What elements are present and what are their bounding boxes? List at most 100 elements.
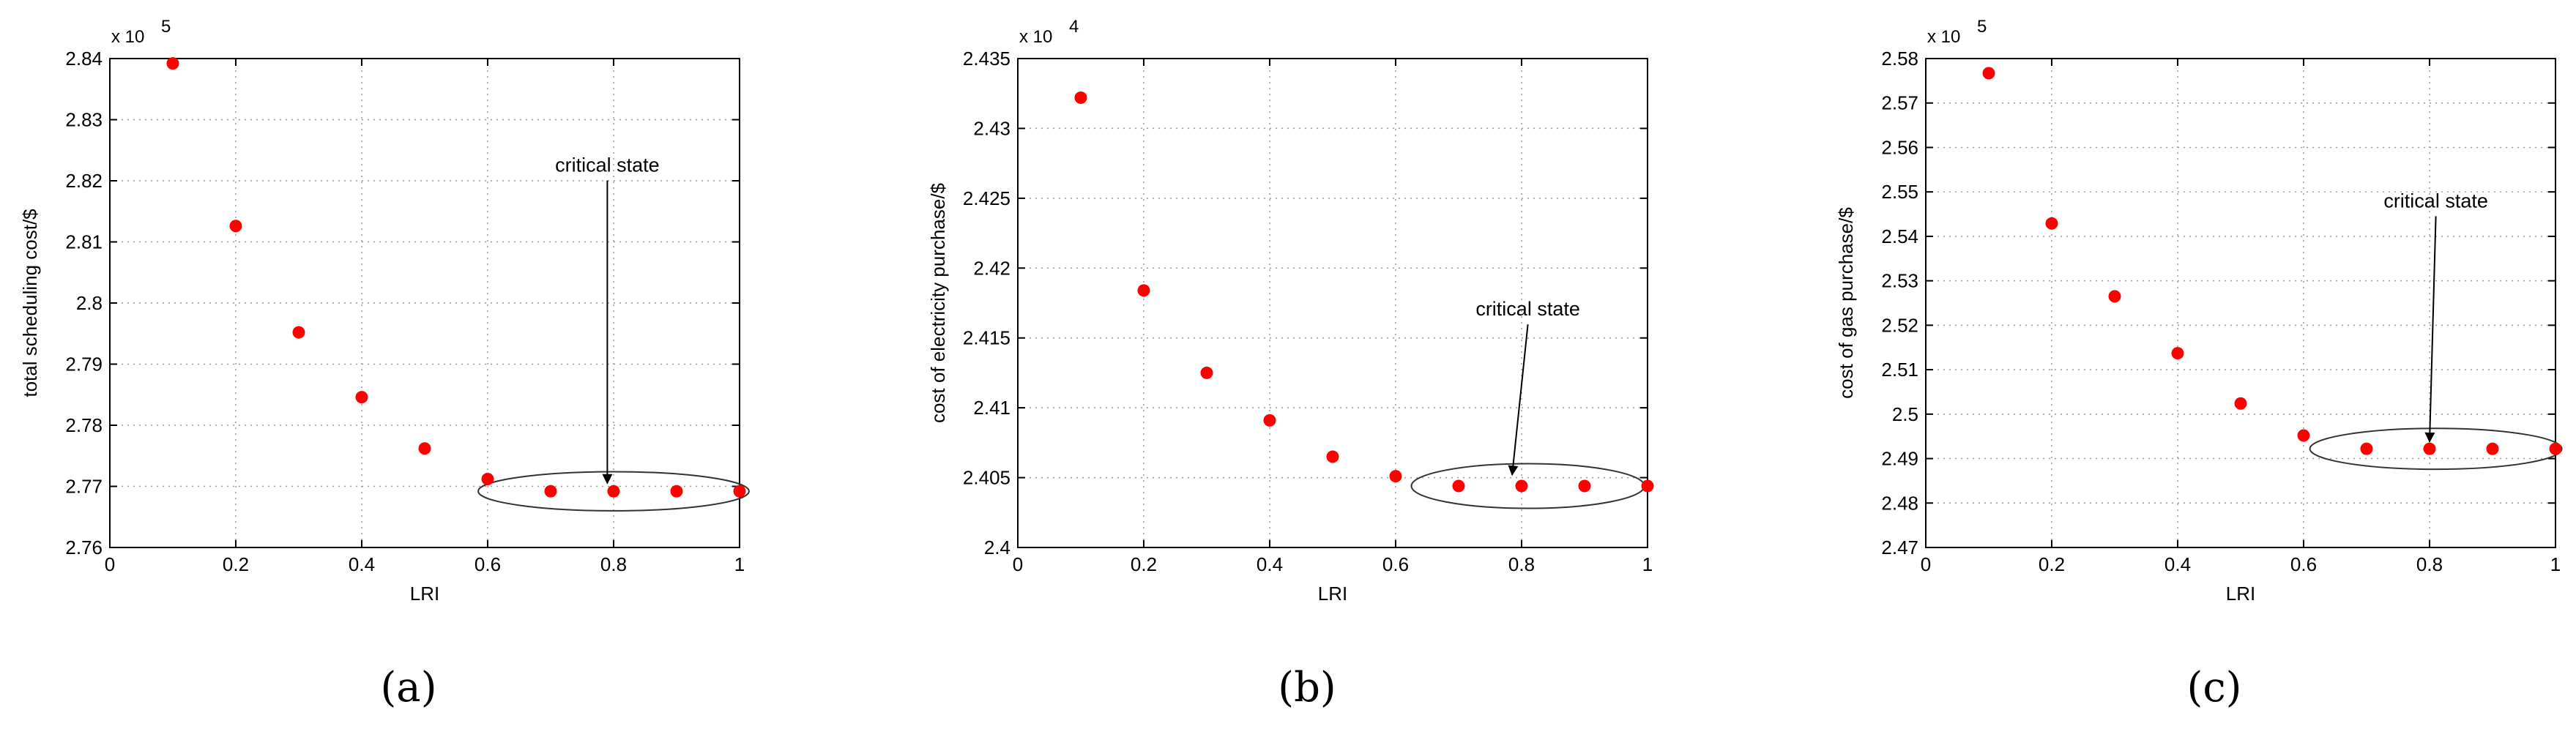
x-tick-label-c-3: 0.6 <box>2290 553 2317 575</box>
data-point-b-8 <box>1578 479 1591 493</box>
y-tick-label-b-2: 2.41 <box>973 397 1010 419</box>
y-tick-label-a-3: 2.79 <box>65 354 103 375</box>
data-point-c-5 <box>2297 429 2310 442</box>
plot-a: 0 0.2 0.4 0.6 0.8 1 2.76 2.77 2.78 2.79 2.8 2.81 2.8… <box>19 17 750 605</box>
data-point-b-9 <box>1641 479 1654 493</box>
x-tick-label-a-3: 0.6 <box>474 553 501 575</box>
y-tick-label-a-7: 2.83 <box>65 109 103 131</box>
y-tick-label-b-6: 2.43 <box>973 117 1010 139</box>
x-tick-label-b-3: 0.6 <box>1382 553 1409 575</box>
y-tick-label-c-6: 2.53 <box>1881 270 1918 292</box>
y-tick-label-a-0: 2.76 <box>65 537 103 558</box>
critical-state-ellipse-a <box>477 471 750 512</box>
data-point-c-2 <box>2108 290 2121 303</box>
y-tick-label-c-4: 2.51 <box>1881 359 1918 381</box>
data-point-c-3 <box>2171 347 2184 360</box>
data-point-c-1 <box>2045 217 2058 230</box>
y-tick-label-b-0: 2.4 <box>984 537 1010 558</box>
y-tick-label-c-8: 2.55 <box>1881 181 1918 203</box>
data-point-a-8 <box>670 485 683 498</box>
y-tick-label-c-9: 2.56 <box>1881 136 1918 158</box>
x-tick-label-b-2: 0.4 <box>1257 553 1283 575</box>
x-tick-label-c-2: 0.4 <box>2164 553 2191 575</box>
annotation-arrow-c <box>2424 216 2437 443</box>
data-point-a-6 <box>544 485 557 498</box>
x-tick-label-a-5: 1 <box>734 553 745 575</box>
annotation-arrow-b <box>1508 324 1529 476</box>
y-tick-label-b-4: 2.42 <box>973 257 1010 279</box>
y-axis-label-c: cost of gas purchase/$ <box>1835 207 1857 399</box>
data-point-a-1 <box>229 220 242 233</box>
x-tick-label-a-0: 0 <box>105 553 115 575</box>
x-tick-label-a-1: 0.2 <box>223 553 249 575</box>
x-tick-label-b-1: 0.2 <box>1131 553 1157 575</box>
x-tick-label-c-1: 0.2 <box>2039 553 2065 575</box>
y-multiplier-exponent-b: 4 <box>1069 17 1079 37</box>
y-axis-label-b: cost of electricity purchase/$ <box>927 182 949 423</box>
data-point-a-2 <box>292 326 305 339</box>
data-point-b-5 <box>1389 470 1402 483</box>
x-axis-label-b: LRI <box>1318 583 1347 605</box>
x-tick-label-c-5: 1 <box>2550 553 2561 575</box>
plot-b: 0 0.2 0.4 0.6 0.8 1 2.4 2.405 2.41 2.415 2.42 2.425… <box>927 17 1654 605</box>
y-tick-label-c-10: 2.57 <box>1881 92 1918 114</box>
y-multiplier-b: x 10 <box>1019 27 1052 47</box>
y-tick-label-a-8: 2.84 <box>65 48 103 70</box>
data-point-a-7 <box>607 485 620 498</box>
y-tick-label-b-7: 2.435 <box>963 48 1010 70</box>
annotation-text-a: critical state <box>555 154 660 176</box>
data-point-b-1 <box>1137 284 1150 297</box>
data-point-b-4 <box>1326 450 1339 463</box>
critical-state-ellipse-c <box>2309 427 2563 471</box>
y-multiplier-exponent-c: 5 <box>1977 17 1987 37</box>
data-point-c-8 <box>2486 442 2499 455</box>
x-tick-label-b-0: 0 <box>1013 553 1023 575</box>
data-point-a-5 <box>481 472 494 485</box>
panel-label-a: (a) <box>380 664 436 711</box>
y-tick-label-c-1: 2.48 <box>1881 492 1918 514</box>
data-point-c-6 <box>2360 442 2373 455</box>
y-tick-label-a-1: 2.77 <box>65 476 103 498</box>
y-tick-label-a-5: 2.81 <box>65 231 103 253</box>
y-tick-label-c-0: 2.47 <box>1881 537 1918 558</box>
data-point-c-0 <box>1982 67 1995 80</box>
x-tick-label-a-2: 0.4 <box>349 553 375 575</box>
plot-c: 0 0.2 0.4 0.6 0.8 1 2.47 2.48 2.49 2.5 2.51 2.52 2.5… <box>1835 17 2563 605</box>
data-point-b-6 <box>1452 479 1465 493</box>
annotation-text-b: critical state <box>1475 298 1580 320</box>
data-point-c-4 <box>2234 397 2247 410</box>
x-axis-label-c: LRI <box>2226 583 2255 605</box>
y-tick-label-c-7: 2.54 <box>1881 225 1918 247</box>
data-point-b-0 <box>1074 91 1087 104</box>
panel-label-b: (b) <box>1278 664 1336 711</box>
axes-frame-c <box>1925 58 2556 548</box>
y-tick-label-a-6: 2.82 <box>65 170 103 192</box>
y-multiplier-exponent-a: 5 <box>161 17 171 37</box>
y-tick-label-b-5: 2.425 <box>963 187 1010 209</box>
x-tick-label-a-4: 0.8 <box>600 553 627 575</box>
y-tick-label-c-3: 2.5 <box>1892 403 1918 425</box>
data-point-c-7 <box>2423 442 2436 455</box>
data-point-c-9 <box>2549 442 2562 455</box>
data-point-b-2 <box>1200 366 1213 379</box>
x-tick-label-b-5: 1 <box>1642 553 1653 575</box>
data-point-b-7 <box>1515 479 1528 493</box>
y-tick-label-c-5: 2.52 <box>1881 314 1918 336</box>
annotation-text-c: critical state <box>2383 190 2488 212</box>
critical-state-ellipse-b <box>1410 463 1645 509</box>
y-tick-label-a-4: 2.8 <box>76 292 103 314</box>
x-tick-label-c-4: 0.8 <box>2416 553 2443 575</box>
y-tick-label-b-1: 2.405 <box>963 467 1010 489</box>
y-tick-label-c-2: 2.49 <box>1881 448 1918 470</box>
data-point-b-3 <box>1263 414 1276 427</box>
data-point-a-3 <box>355 391 368 404</box>
y-tick-label-c-11: 2.58 <box>1881 48 1918 70</box>
x-tick-label-c-0: 0 <box>1921 553 1931 575</box>
axes-frame-b <box>1017 58 1648 548</box>
data-point-a-9 <box>733 485 746 498</box>
data-point-a-4 <box>418 442 431 455</box>
panel-label-c: (c) <box>2186 664 2241 711</box>
y-multiplier-a: x 10 <box>111 27 144 47</box>
y-tick-label-b-3: 2.415 <box>963 327 1010 349</box>
